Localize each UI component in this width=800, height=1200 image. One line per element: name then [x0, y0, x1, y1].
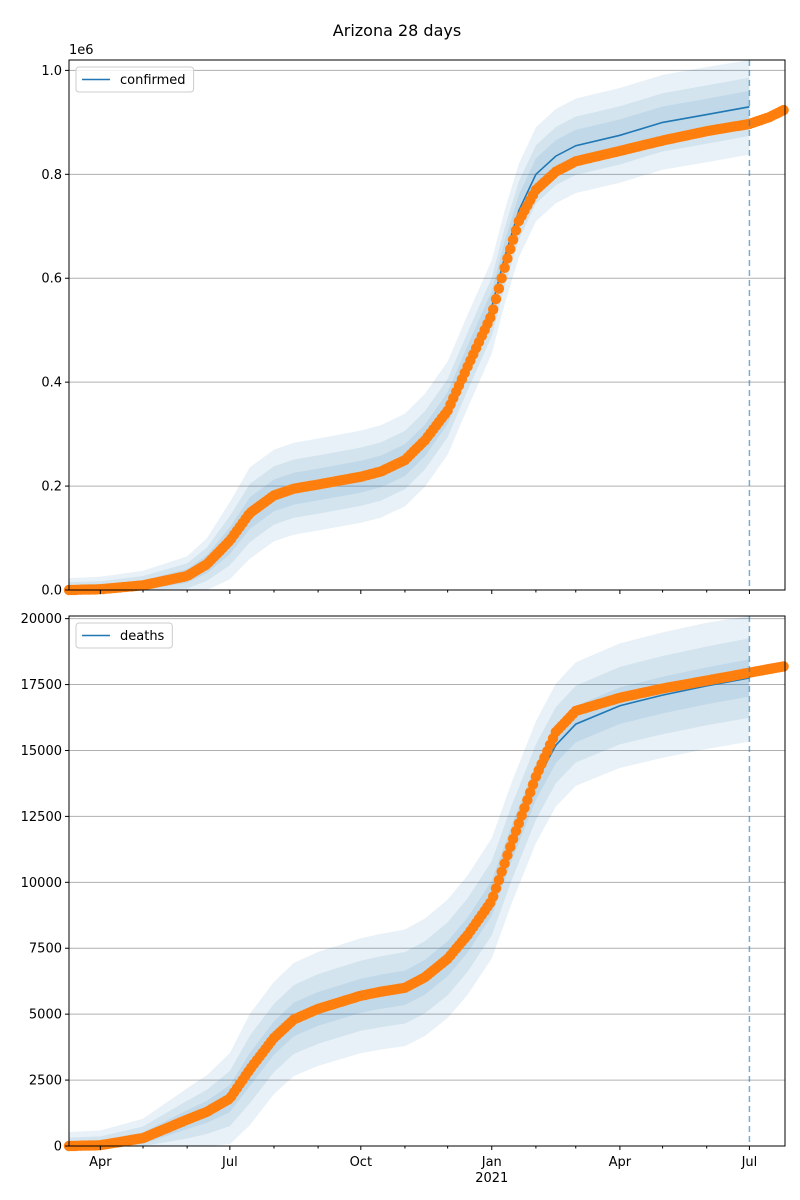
y-tick-label: 10000 [21, 876, 62, 891]
y-tick-label: 0.0 [41, 584, 62, 599]
observed-point [490, 883, 502, 894]
y-tick-label: 15000 [21, 744, 62, 759]
observed-point [507, 234, 519, 245]
legend-label: deaths [120, 629, 165, 644]
x-tick-label: Jul [221, 1155, 238, 1170]
y-offset-text: 1e6 [69, 43, 94, 58]
observed-point [499, 858, 510, 869]
confirmed-panel: 0.0 0.2 0.4 0.6 0.8 1.0 1e6 confirmed [41, 43, 789, 599]
legend: confirmed [75, 66, 195, 93]
observed-point [505, 841, 516, 853]
y-tick-label: 17500 [21, 678, 62, 693]
uncertainty-band [69, 60, 750, 590]
observed-point [513, 818, 524, 829]
x-tick-label: Apr [609, 1155, 632, 1170]
y-tick-label: 0 [54, 1140, 62, 1155]
observed-point [488, 304, 499, 315]
x-tick-label: Jul [741, 1155, 758, 1170]
observed-point [505, 243, 516, 255]
legend-box [75, 66, 195, 93]
observed-point [507, 833, 519, 845]
observed-point [778, 661, 789, 672]
observed-point [493, 874, 505, 886]
observed-point [525, 787, 536, 798]
uncertainty-band [69, 616, 750, 1146]
observed-point [493, 283, 505, 294]
y-tick-label: 12500 [21, 810, 62, 825]
y-tick-label: 0.2 [41, 480, 62, 495]
y-tick-label: 0.8 [41, 168, 62, 183]
figure-title: Arizona 28 days [333, 21, 461, 40]
y-tick-label: 2500 [29, 1074, 62, 1089]
model-line [68, 106, 750, 591]
x-tick-label: Apr [89, 1155, 112, 1170]
x-year-label: 2021 [475, 1171, 508, 1186]
observed-point [488, 891, 499, 902]
observed-point [502, 253, 513, 264]
y-tick-label: 7500 [29, 942, 62, 957]
deaths-panel: 0 2500 5000 7500 10000 12500 15000 17500 20000 Ap… [21, 612, 789, 1186]
y-tick-label: 0.4 [41, 376, 62, 391]
y-tick-label: 5000 [29, 1008, 62, 1023]
legend: deaths [75, 622, 173, 649]
observed-point [496, 866, 507, 877]
legend-box [75, 622, 173, 649]
axes-frame [68, 615, 786, 1147]
observed-point [485, 312, 496, 323]
observed-point [527, 779, 539, 790]
observed-point [502, 850, 513, 861]
observed-point [519, 802, 530, 814]
uncertainty-band [69, 77, 750, 591]
observed-point [499, 262, 510, 273]
observed-point [496, 273, 507, 284]
axes-frame [68, 59, 786, 591]
y-tick-label: 0.6 [41, 272, 62, 287]
y-tick-label: 20000 [21, 612, 62, 627]
observed-point [490, 293, 502, 305]
x-tick-label: Jan [481, 1155, 502, 1170]
uncertainty-band [69, 659, 750, 1146]
observed-point [778, 104, 789, 116]
legend-label: confirmed [120, 73, 186, 88]
x-tick-label: Oct [350, 1155, 372, 1170]
observed-point [510, 225, 522, 236]
y-tick-label: 1.0 [41, 64, 62, 79]
